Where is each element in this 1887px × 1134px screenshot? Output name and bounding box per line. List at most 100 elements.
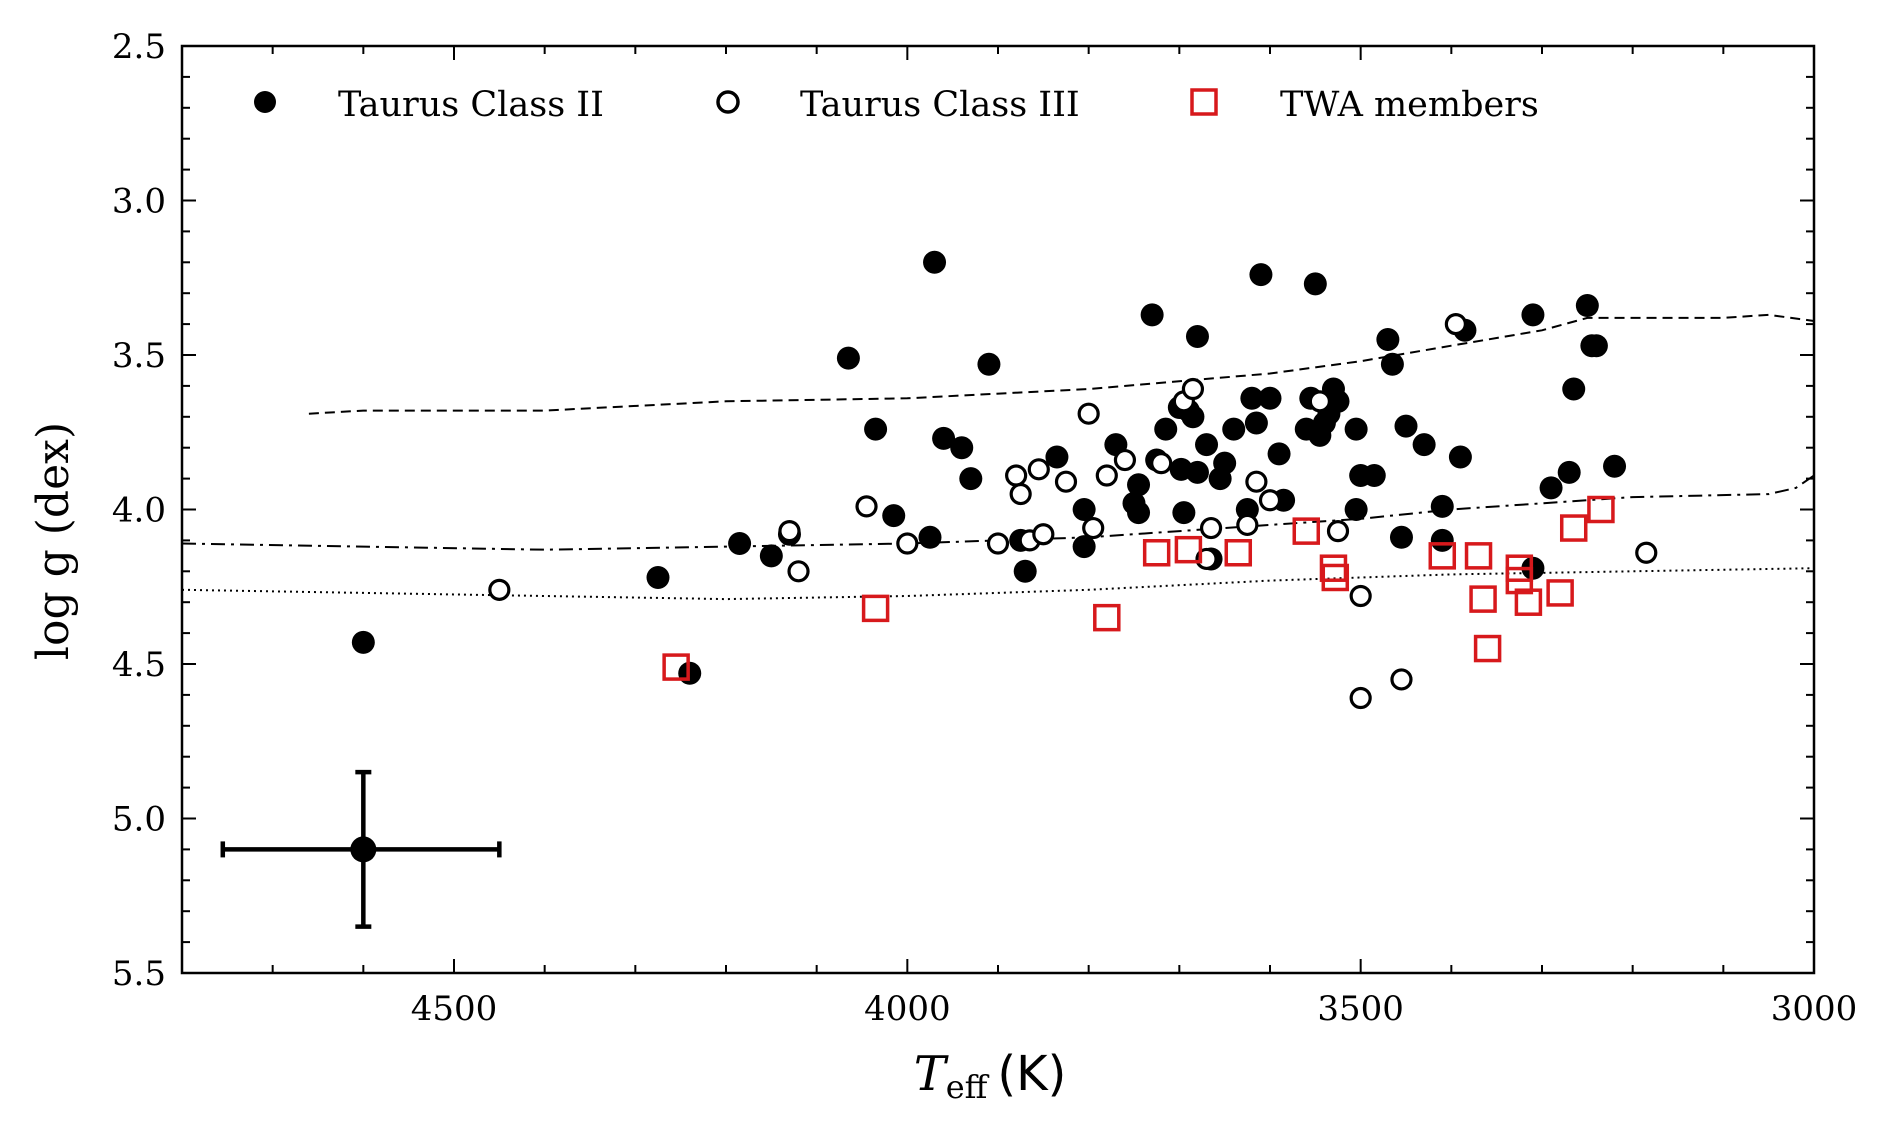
point-taurus-class-iii <box>787 560 810 583</box>
y-tick-label: 5.0 <box>112 800 166 840</box>
x-axis-label-unit: (K) <box>997 1046 1066 1102</box>
legend-label-taurus-class-iii: Taurus Class III <box>800 85 1080 125</box>
point-taurus-class-iii <box>986 532 1010 555</box>
x-axis-label-symbol: T <box>914 1046 949 1102</box>
legend-marker-open-square <box>1190 88 1218 116</box>
point-taurus-class-ii <box>836 346 860 370</box>
legend: Taurus Class II Taurus Class III TWA mem… <box>254 85 1539 125</box>
axis-labels: Teff (K) log g (dex) <box>28 422 1066 1106</box>
point-twa-member <box>1224 539 1253 567</box>
point-taurus-class-ii <box>759 544 783 568</box>
point-taurus-class-ii <box>1140 303 1164 327</box>
point-taurus-class-ii <box>932 426 956 450</box>
point-taurus-class-iii <box>1258 489 1282 512</box>
point-taurus-class-iii <box>1077 402 1100 425</box>
point-twa-member <box>1514 588 1543 616</box>
point-taurus-class-iii <box>1390 668 1413 691</box>
point-taurus-class-ii <box>1380 352 1404 376</box>
point-taurus-class-iii <box>1181 377 1205 401</box>
point-taurus-class-iii <box>1308 390 1331 413</box>
point-taurus-class-ii <box>1213 451 1237 475</box>
data-points <box>351 250 1658 710</box>
point-taurus-class-iii <box>1236 513 1259 537</box>
point-taurus-class-ii <box>1557 460 1581 484</box>
point-twa-member <box>1559 514 1588 542</box>
point-twa-member <box>1505 566 1534 595</box>
point-taurus-class-iii <box>1095 464 1118 487</box>
dashdot-track-line <box>181 474 1815 551</box>
point-taurus-class-ii <box>1584 334 1608 358</box>
point-taurus-class-ii <box>1195 433 1219 457</box>
point-taurus-class-ii <box>1376 328 1400 352</box>
y-tick-label: 3.5 <box>112 336 166 376</box>
point-taurus-class-ii <box>918 525 942 549</box>
ticks: 4500 4000 3500 3000 2.5 3.0 3.5 4.0 4.5 5.0 5.5 <box>112 27 1857 1029</box>
x-axis-label: Teff (K) <box>914 1046 1067 1106</box>
point-twa-member <box>662 653 690 681</box>
point-taurus-class-iii <box>1027 458 1050 481</box>
legend-item-taurus-class-ii: Taurus Class II <box>254 85 604 125</box>
point-taurus-class-iii <box>1054 470 1078 493</box>
point-taurus-class-ii <box>1575 294 1599 318</box>
point-taurus-class-ii <box>923 250 947 274</box>
point-taurus-class-ii <box>1521 303 1545 327</box>
point-twa-member <box>1174 535 1203 564</box>
legend-label-twa-members: TWA members <box>1280 85 1539 125</box>
legend-label-taurus-class-ii: Taurus Class II <box>338 85 604 125</box>
y-tick-label: 5.5 <box>112 954 166 994</box>
point-taurus-class-iii <box>1349 584 1372 608</box>
point-twa-member <box>1428 542 1457 570</box>
point-taurus-class-ii <box>959 467 983 491</box>
point-taurus-class-iii <box>1082 516 1105 540</box>
point-taurus-class-ii <box>1326 389 1350 413</box>
point-taurus-class-iii <box>855 495 878 518</box>
point-taurus-class-ii <box>1362 464 1386 488</box>
point-taurus-class-ii <box>1185 460 1209 484</box>
point-taurus-class-iii <box>1444 313 1467 336</box>
point-taurus-class-ii <box>1344 417 1368 441</box>
point-taurus-class-ii <box>1244 411 1268 435</box>
model-tracks <box>181 313 1815 601</box>
point-taurus-class-ii <box>882 504 906 528</box>
point-taurus-class-iii <box>1005 464 1028 487</box>
point-twa-member <box>1473 634 1502 663</box>
point-twa-member <box>1319 554 1348 582</box>
point-taurus-class-ii <box>1412 433 1436 457</box>
point-taurus-class-ii <box>1539 476 1563 500</box>
point-taurus-class-iii <box>896 532 919 555</box>
point-taurus-class-ii <box>1072 535 1096 559</box>
point-taurus-class-iii <box>488 578 511 601</box>
point-taurus-class-ii <box>1045 445 1069 469</box>
point-taurus-class-iii <box>1032 523 1055 546</box>
point-twa-member <box>1464 542 1493 570</box>
point-taurus-class-iii <box>778 520 801 543</box>
point-twa-member <box>1469 585 1497 613</box>
point-taurus-class-ii <box>1172 501 1196 525</box>
point-taurus-class-iii <box>1326 520 1350 543</box>
point-taurus-class-ii <box>1394 414 1418 438</box>
point-taurus-class-ii <box>1430 528 1454 552</box>
point-taurus-class-ii <box>1249 263 1273 287</box>
point-taurus-class-iii <box>1635 541 1658 564</box>
point-taurus-class-iii <box>1113 448 1137 472</box>
legend-marker-open-circle <box>716 90 740 114</box>
point-taurus-class-ii <box>1562 377 1586 401</box>
point-taurus-class-ii <box>1344 498 1368 521</box>
point-taurus-class-ii <box>1222 417 1246 441</box>
x-tick-label: 4500 <box>411 989 498 1029</box>
point-twa-member <box>861 594 890 623</box>
point-taurus-class-ii <box>977 352 1001 376</box>
point-taurus-class-ii <box>1127 501 1151 525</box>
point-taurus-class-ii <box>351 630 375 654</box>
legend-marker-filled-circle <box>254 91 276 113</box>
x-tick-label: 3000 <box>1771 989 1858 1029</box>
point-twa-member <box>1546 579 1574 607</box>
point-taurus-class-ii <box>1127 473 1151 497</box>
point-taurus-class-ii <box>1240 386 1264 410</box>
y-axis-label: log g (dex) <box>28 422 79 660</box>
dotted-track-line <box>181 567 1815 601</box>
point-taurus-class-ii <box>864 417 888 441</box>
point-taurus-class-iii <box>1150 452 1173 475</box>
point-taurus-class-ii <box>1603 454 1627 478</box>
